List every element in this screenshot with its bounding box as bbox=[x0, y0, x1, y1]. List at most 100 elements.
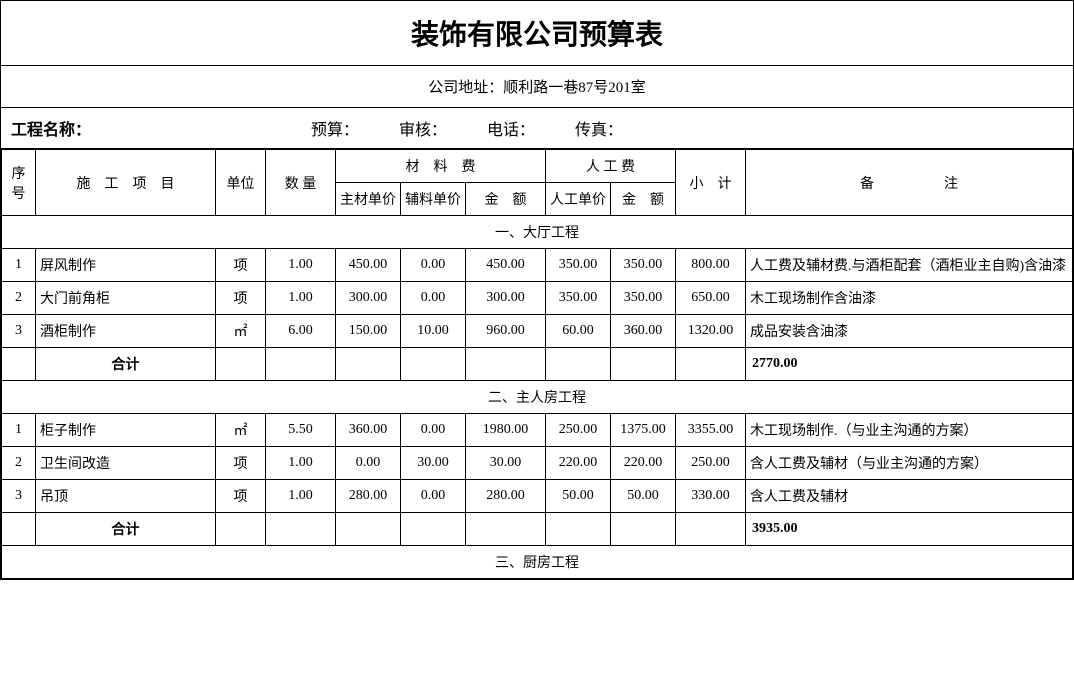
cell-note: 成品安装含油漆 bbox=[746, 315, 1073, 348]
th-item: 施 工 项 目 bbox=[36, 150, 216, 216]
cell-item: 大门前角柜 bbox=[36, 282, 216, 315]
subtotal-value: 3935.00 bbox=[746, 513, 1073, 546]
subtotal-row: 合计 2770.00 bbox=[2, 348, 1073, 381]
cell-mat_main: 450.00 bbox=[336, 249, 401, 282]
cell-qty: 1.00 bbox=[266, 282, 336, 315]
cell-empty bbox=[546, 513, 611, 546]
cell-mat_main: 360.00 bbox=[336, 414, 401, 447]
cell-qty: 6.00 bbox=[266, 315, 336, 348]
th-mat-amount: 金 额 bbox=[466, 183, 546, 216]
th-material: 材 料 费 bbox=[336, 150, 546, 183]
th-lab-amount: 金 额 bbox=[611, 183, 676, 216]
cell-lab_price: 250.00 bbox=[546, 414, 611, 447]
cell-unit: ㎡ bbox=[216, 315, 266, 348]
cell-item: 柜子制作 bbox=[36, 414, 216, 447]
cell-empty bbox=[611, 348, 676, 381]
cell-empty bbox=[466, 513, 546, 546]
cell-subtotal: 650.00 bbox=[676, 282, 746, 315]
subtotal-row: 合计 3935.00 bbox=[2, 513, 1073, 546]
cell-mat_amount: 450.00 bbox=[466, 249, 546, 282]
cell-empty bbox=[611, 513, 676, 546]
cell-empty bbox=[466, 348, 546, 381]
cell-empty bbox=[676, 348, 746, 381]
th-mat-main: 主材单价 bbox=[336, 183, 401, 216]
cell-qty: 1.00 bbox=[266, 480, 336, 513]
cell-mat_main: 280.00 bbox=[336, 480, 401, 513]
cell-empty bbox=[546, 348, 611, 381]
cell-empty bbox=[336, 348, 401, 381]
cell-qty: 1.00 bbox=[266, 447, 336, 480]
cell-mat_aux: 10.00 bbox=[401, 315, 466, 348]
th-unit: 单位 bbox=[216, 150, 266, 216]
cell-note: 含人工费及辅材 bbox=[746, 480, 1073, 513]
cell-note: 人工费及辅材费.与酒柜配套（酒柜业主自购)含油漆 bbox=[746, 249, 1073, 282]
table-row: 3酒柜制作㎡6.00150.0010.00960.0060.00360.0013… bbox=[2, 315, 1073, 348]
subtotal-value: 2770.00 bbox=[746, 348, 1073, 381]
cell-item: 吊顶 bbox=[36, 480, 216, 513]
cell-subtotal: 250.00 bbox=[676, 447, 746, 480]
table-row: 1柜子制作㎡5.50360.000.001980.00250.001375.00… bbox=[2, 414, 1073, 447]
cell-mat_main: 300.00 bbox=[336, 282, 401, 315]
table-body: 一、大厅工程1屏风制作项1.00450.000.00450.00350.0035… bbox=[2, 216, 1073, 579]
cell-note: 含人工费及辅材（与业主沟通的方案） bbox=[746, 447, 1073, 480]
cell-lab_amount: 220.00 bbox=[611, 447, 676, 480]
cell-mat_amount: 300.00 bbox=[466, 282, 546, 315]
sheet-title: 装饰有限公司预算表 bbox=[1, 1, 1073, 66]
th-note: 备 注 bbox=[746, 150, 1073, 216]
cell-lab_price: 220.00 bbox=[546, 447, 611, 480]
cell-item: 卫生间改造 bbox=[36, 447, 216, 480]
cell-lab_price: 350.00 bbox=[546, 249, 611, 282]
subtotal-label: 合计 bbox=[36, 513, 216, 546]
cell-mat_main: 150.00 bbox=[336, 315, 401, 348]
table-row: 2大门前角柜项1.00300.000.00300.00350.00350.006… bbox=[2, 282, 1073, 315]
project-name-label: 工程名称： bbox=[11, 116, 311, 140]
th-lab-price: 人工单价 bbox=[546, 183, 611, 216]
cell-subtotal: 330.00 bbox=[676, 480, 746, 513]
cell-empty bbox=[266, 513, 336, 546]
subtotal-label: 合计 bbox=[36, 348, 216, 381]
cell-mat_amount: 30.00 bbox=[466, 447, 546, 480]
section-title: 一、大厅工程 bbox=[2, 216, 1073, 249]
cell-qty: 1.00 bbox=[266, 249, 336, 282]
cell-subtotal: 1320.00 bbox=[676, 315, 746, 348]
cell-subtotal: 3355.00 bbox=[676, 414, 746, 447]
cell-lab_amount: 360.00 bbox=[611, 315, 676, 348]
section-title: 二、主人房工程 bbox=[2, 381, 1073, 414]
table-row: 1屏风制作项1.00450.000.00450.00350.00350.0080… bbox=[2, 249, 1073, 282]
cell-subtotal: 800.00 bbox=[676, 249, 746, 282]
budget-label: 预算： bbox=[311, 116, 359, 140]
cell-seq: 1 bbox=[2, 414, 36, 447]
cell-item: 屏风制作 bbox=[36, 249, 216, 282]
company-address: 公司地址：顺利路一巷87号201室 bbox=[1, 66, 1073, 108]
fax-label: 传真： bbox=[575, 116, 623, 140]
cell-item: 酒柜制作 bbox=[36, 315, 216, 348]
cell-lab_amount: 350.00 bbox=[611, 249, 676, 282]
cell-lab_price: 50.00 bbox=[546, 480, 611, 513]
cell-empty bbox=[216, 348, 266, 381]
cell-note: 木工现场制作含油漆 bbox=[746, 282, 1073, 315]
cell-lab_amount: 1375.00 bbox=[611, 414, 676, 447]
cell-empty bbox=[336, 513, 401, 546]
phone-label: 电话： bbox=[487, 116, 535, 140]
th-labor: 人 工 费 bbox=[546, 150, 676, 183]
section-header: 三、厨房工程 bbox=[2, 546, 1073, 579]
cell-lab_price: 350.00 bbox=[546, 282, 611, 315]
cell-unit: ㎡ bbox=[216, 414, 266, 447]
th-qty: 数 量 bbox=[266, 150, 336, 216]
cell-note: 木工现场制作.（与业主沟通的方案） bbox=[746, 414, 1073, 447]
cell-mat_amount: 960.00 bbox=[466, 315, 546, 348]
cell-mat_aux: 30.00 bbox=[401, 447, 466, 480]
section-title: 三、厨房工程 bbox=[2, 546, 1073, 579]
section-header: 二、主人房工程 bbox=[2, 381, 1073, 414]
cell-lab_amount: 50.00 bbox=[611, 480, 676, 513]
cell-empty bbox=[401, 513, 466, 546]
cell-mat_aux: 0.00 bbox=[401, 480, 466, 513]
cell-mat_amount: 1980.00 bbox=[466, 414, 546, 447]
cell-seq bbox=[2, 513, 36, 546]
cell-empty bbox=[401, 348, 466, 381]
cell-mat_amount: 280.00 bbox=[466, 480, 546, 513]
cell-empty bbox=[266, 348, 336, 381]
cell-unit: 项 bbox=[216, 480, 266, 513]
cell-seq: 1 bbox=[2, 249, 36, 282]
table-row: 2卫生间改造项1.000.0030.0030.00220.00220.00250… bbox=[2, 447, 1073, 480]
